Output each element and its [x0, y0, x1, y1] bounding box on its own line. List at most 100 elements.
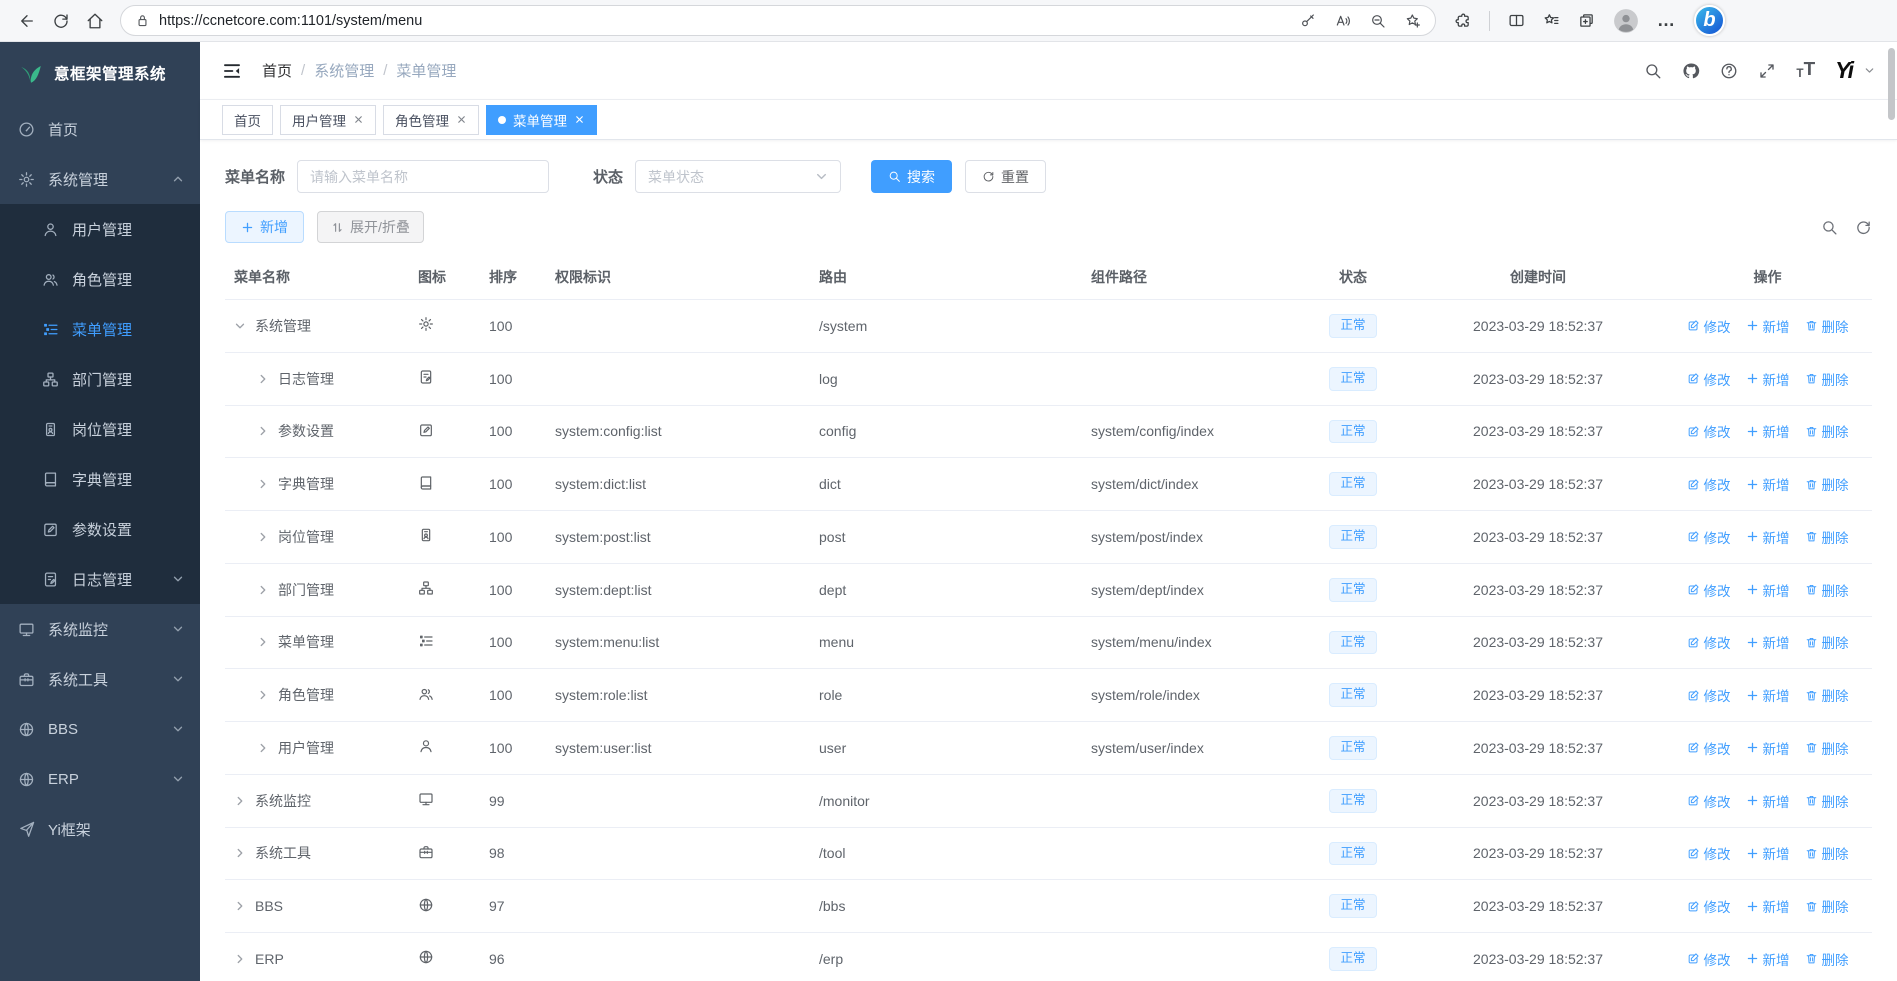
- edit-action[interactable]: 修改: [1687, 474, 1731, 494]
- split-screen-icon[interactable]: [1508, 12, 1525, 29]
- tab-角色管理[interactable]: 角色管理: [383, 104, 479, 135]
- edit-action[interactable]: 修改: [1687, 896, 1731, 916]
- fullscreen-icon[interactable]: [1758, 62, 1776, 80]
- profile-avatar[interactable]: [1613, 8, 1639, 34]
- sidebar-item-post[interactable]: 岗位管理: [0, 404, 200, 454]
- sidebar-item-system[interactable]: 系统管理: [0, 154, 200, 204]
- edit-action[interactable]: 修改: [1687, 949, 1731, 969]
- tab-用户管理[interactable]: 用户管理: [280, 104, 376, 135]
- menu-name-input[interactable]: [297, 160, 550, 193]
- add-action[interactable]: 新增: [1746, 632, 1790, 652]
- address-bar[interactable]: https://ccnetcore.com:1101/system/menu: [120, 5, 1436, 36]
- show-search-toggle-icon[interactable]: [1821, 219, 1838, 236]
- sidebar-item-monitor[interactable]: 系统监控: [0, 604, 200, 654]
- chevron-right-icon[interactable]: [257, 584, 269, 596]
- edit-action[interactable]: 修改: [1687, 738, 1731, 758]
- page-scrollbar[interactable]: [1888, 48, 1895, 120]
- add-action[interactable]: 新增: [1746, 685, 1790, 705]
- breadcrumb-item[interactable]: 系统管理: [314, 63, 375, 80]
- add-action[interactable]: 新增: [1746, 791, 1790, 811]
- github-icon[interactable]: [1682, 62, 1700, 80]
- favorite-star-icon[interactable]: [1405, 13, 1421, 29]
- refresh-table-icon[interactable]: [1855, 219, 1872, 236]
- delete-action[interactable]: 删除: [1805, 421, 1849, 441]
- breadcrumb-item[interactable]: 菜单管理: [396, 63, 457, 80]
- sidebar-item-menu[interactable]: 菜单管理: [0, 304, 200, 354]
- add-action[interactable]: 新增: [1746, 369, 1790, 389]
- chevron-right-icon[interactable]: [257, 425, 269, 437]
- help-icon[interactable]: [1720, 62, 1738, 80]
- chevron-right-icon[interactable]: [257, 742, 269, 754]
- close-icon[interactable]: [574, 114, 585, 125]
- url-text[interactable]: https://ccnetcore.com:1101/system/menu: [159, 12, 423, 29]
- header-search-icon[interactable]: [1644, 62, 1662, 80]
- chevron-right-icon[interactable]: [234, 953, 246, 965]
- lock-icon[interactable]: [135, 13, 150, 28]
- tab-菜单管理[interactable]: 菜单管理: [486, 104, 597, 135]
- search-button[interactable]: 搜索: [871, 160, 953, 193]
- add-action[interactable]: 新增: [1746, 580, 1790, 600]
- sidebar-item-dept[interactable]: 部门管理: [0, 354, 200, 404]
- add-action[interactable]: 新增: [1746, 316, 1790, 336]
- delete-action[interactable]: 删除: [1805, 843, 1849, 863]
- sidebar-item-home[interactable]: 首页: [0, 104, 200, 154]
- bing-copilot-icon[interactable]: b: [1694, 5, 1725, 36]
- delete-action[interactable]: 删除: [1805, 738, 1849, 758]
- add-action[interactable]: 新增: [1746, 896, 1790, 916]
- add-action[interactable]: 新增: [1746, 843, 1790, 863]
- delete-action[interactable]: 删除: [1805, 632, 1849, 652]
- reset-button[interactable]: 重置: [965, 160, 1047, 193]
- user-menu-caret-icon[interactable]: [1864, 65, 1875, 76]
- home-icon[interactable]: [78, 5, 112, 37]
- add-action[interactable]: 新增: [1746, 474, 1790, 494]
- expand-collapse-button[interactable]: 展开/折叠: [317, 211, 424, 243]
- sidebar-item-role[interactable]: 角色管理: [0, 254, 200, 304]
- edit-action[interactable]: 修改: [1687, 632, 1731, 652]
- edit-action[interactable]: 修改: [1687, 421, 1731, 441]
- delete-action[interactable]: 删除: [1805, 316, 1849, 336]
- close-icon[interactable]: [456, 114, 467, 125]
- delete-action[interactable]: 删除: [1805, 580, 1849, 600]
- reload-icon[interactable]: [44, 5, 78, 37]
- edit-action[interactable]: 修改: [1687, 527, 1731, 547]
- chevron-right-icon[interactable]: [257, 689, 269, 701]
- chevron-right-icon[interactable]: [234, 900, 246, 912]
- chevron-right-icon[interactable]: [257, 636, 269, 648]
- delete-action[interactable]: 删除: [1805, 527, 1849, 547]
- chevron-right-icon[interactable]: [234, 795, 246, 807]
- delete-action[interactable]: 删除: [1805, 474, 1849, 494]
- add-button[interactable]: 新增: [225, 211, 304, 243]
- edit-action[interactable]: 修改: [1687, 369, 1731, 389]
- back-icon[interactable]: [10, 5, 44, 37]
- edit-action[interactable]: 修改: [1687, 685, 1731, 705]
- zoom-out-icon[interactable]: [1370, 13, 1386, 29]
- status-select[interactable]: 菜单状态: [635, 160, 842, 193]
- delete-action[interactable]: 删除: [1805, 369, 1849, 389]
- chevron-down-icon[interactable]: [234, 320, 246, 332]
- edit-action[interactable]: 修改: [1687, 316, 1731, 336]
- sidebar-item-yi[interactable]: Yi框架: [0, 804, 200, 854]
- delete-action[interactable]: 删除: [1805, 896, 1849, 916]
- sidebar-item-config[interactable]: 参数设置: [0, 504, 200, 554]
- breadcrumb-item[interactable]: 首页: [262, 63, 293, 80]
- tab-首页[interactable]: 首页: [222, 104, 273, 135]
- chevron-right-icon[interactable]: [234, 847, 246, 859]
- read-aloud-icon[interactable]: [1335, 13, 1351, 29]
- add-action[interactable]: 新增: [1746, 949, 1790, 969]
- edit-action[interactable]: 修改: [1687, 791, 1731, 811]
- favorites-bar-icon[interactable]: [1543, 12, 1560, 29]
- delete-action[interactable]: 删除: [1805, 685, 1849, 705]
- edit-action[interactable]: 修改: [1687, 580, 1731, 600]
- delete-action[interactable]: 删除: [1805, 791, 1849, 811]
- sidebar-item-user[interactable]: 用户管理: [0, 204, 200, 254]
- browser-menu-icon[interactable]: …: [1657, 10, 1676, 30]
- sidebar-item-log[interactable]: 日志管理: [0, 554, 200, 604]
- chevron-right-icon[interactable]: [257, 478, 269, 490]
- chevron-right-icon[interactable]: [257, 373, 269, 385]
- sidebar-item-tool[interactable]: 系统工具: [0, 654, 200, 704]
- edit-action[interactable]: 修改: [1687, 843, 1731, 863]
- close-icon[interactable]: [353, 114, 364, 125]
- extensions-icon[interactable]: [1454, 12, 1471, 29]
- password-key-icon[interactable]: [1300, 13, 1316, 29]
- collections-icon[interactable]: [1578, 12, 1595, 29]
